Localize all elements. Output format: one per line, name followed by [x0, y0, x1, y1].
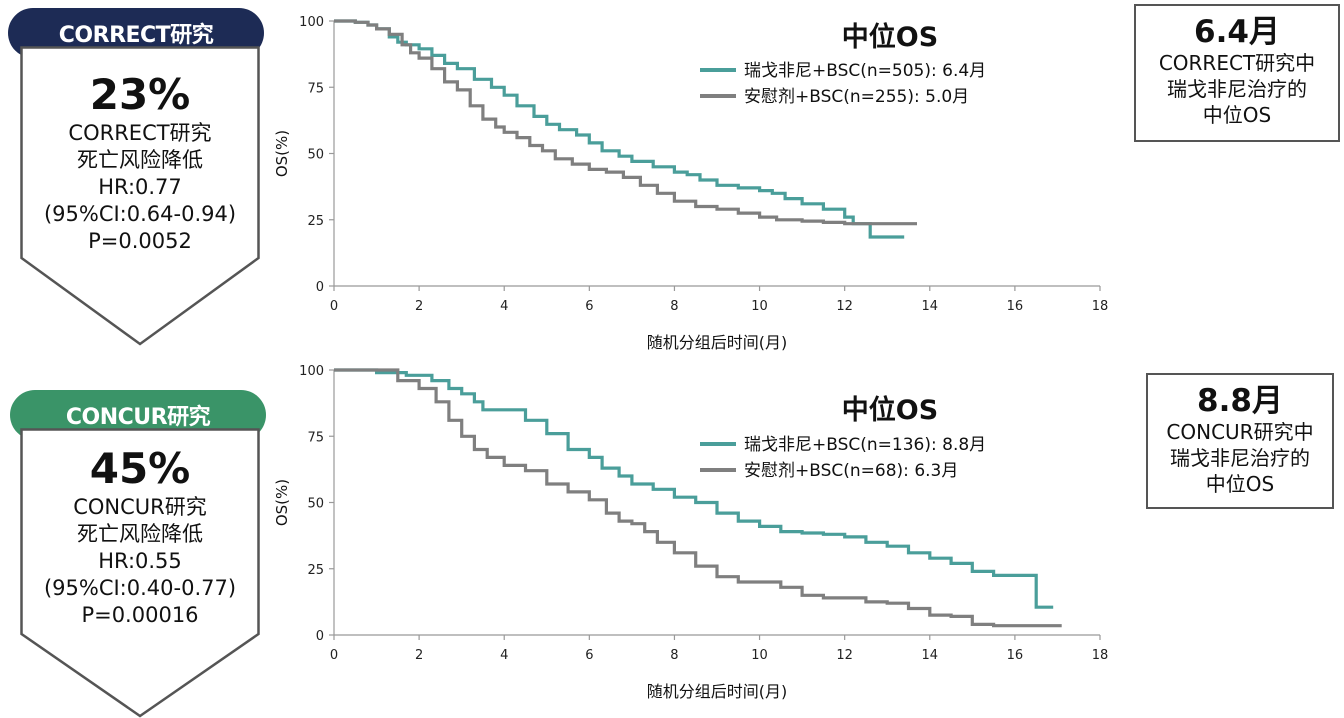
median-os-value: 6.4月 — [1194, 14, 1280, 50]
x-axis-label: 随机分组后时间(月) — [647, 333, 788, 352]
median-os-box-correct: 6.4月 CORRECT研究中 瑞戈非尼治疗的 中位OS — [1134, 4, 1340, 142]
x-tick-label: 4 — [500, 299, 508, 314]
median-os-line: 瑞戈非尼治疗的 — [1167, 77, 1307, 101]
median-os-box-concur: 8.8月 CONCUR研究中 瑞戈非尼治疗的 中位OS — [1146, 373, 1334, 509]
legend-label: 安慰剂+BSC(n=68): 6.3月 — [744, 461, 958, 481]
x-tick-label: 16 — [1007, 648, 1024, 663]
y-tick-label: 75 — [307, 430, 324, 445]
legend-label: 瑞戈非尼+BSC(n=136): 8.8月 — [744, 435, 986, 455]
x-tick-label: 12 — [836, 299, 853, 314]
y-tick-label: 0 — [316, 629, 324, 644]
x-tick-label: 10 — [751, 648, 768, 663]
risk-reduction-percent: 23% — [89, 70, 191, 119]
study-pill-label: CONCUR研究 — [65, 405, 211, 430]
km-curve-series-1 — [334, 19, 917, 226]
hazard-ratio: HR:0.77 — [98, 175, 182, 199]
y-tick-label: 50 — [307, 148, 324, 163]
x-tick-label: 12 — [836, 648, 853, 663]
risk-callout-shape-concur — [20, 428, 260, 718]
chart-title: 中位OS — [842, 394, 938, 426]
median-os-line: 瑞戈非尼治疗的 — [1170, 446, 1310, 470]
x-tick-label: 4 — [500, 648, 508, 663]
km-curve-series-0 — [334, 368, 1054, 609]
x-tick-label: 14 — [922, 299, 939, 314]
y-tick-label: 100 — [299, 364, 324, 379]
risk-reduction-percent: 45% — [89, 444, 191, 493]
x-tick-label: 10 — [751, 299, 768, 314]
confidence-interval: (95%CI:0.40-0.77) — [43, 576, 237, 600]
x-tick-label: 18 — [1092, 299, 1109, 314]
x-tick-label: 16 — [1007, 299, 1024, 314]
risk-line: 死亡风险降低 — [77, 148, 203, 172]
median-os-value: 8.8月 — [1197, 383, 1283, 419]
p-value: P=0.0052 — [88, 229, 192, 253]
x-tick-label: 2 — [415, 648, 423, 663]
y-tick-label: 100 — [299, 15, 324, 30]
chart-title: 中位OS — [842, 21, 938, 53]
y-axis-label: OS(%) — [273, 479, 291, 526]
km-curve-series-1 — [334, 368, 1062, 628]
x-tick-label: 0 — [330, 648, 338, 663]
risk-line: CONCUR研究 — [73, 495, 207, 519]
risk-callout-concur: 45% CONCUR研究 死亡风险降低 HR:0.55 (95%CI:0.40-… — [20, 446, 260, 629]
x-tick-label: 2 — [415, 299, 423, 314]
x-tick-label: 18 — [1092, 648, 1109, 663]
x-tick-label: 6 — [585, 648, 593, 663]
risk-line: 死亡风险降低 — [77, 522, 203, 546]
y-tick-label: 25 — [307, 563, 324, 578]
study-pill-label: CORRECT研究 — [58, 23, 214, 48]
x-tick-label: 8 — [670, 648, 678, 663]
median-os-line: CONCUR研究中 — [1166, 420, 1314, 444]
median-os-line: CORRECT研究中 — [1158, 51, 1316, 75]
y-axis-label: OS(%) — [273, 130, 291, 177]
risk-callout-correct: 23% CORRECT研究 死亡风险降低 HR:0.77 (95%CI:0.64… — [20, 72, 260, 255]
x-tick-label: 0 — [330, 299, 338, 314]
y-tick-label: 25 — [307, 214, 324, 229]
y-tick-label: 75 — [307, 81, 324, 96]
risk-callout-shape-correct — [20, 46, 260, 346]
x-tick-label: 8 — [670, 299, 678, 314]
x-tick-label: 6 — [585, 299, 593, 314]
risk-line: CORRECT研究 — [68, 121, 212, 145]
p-value: P=0.00016 — [81, 603, 199, 627]
y-tick-label: 0 — [316, 280, 324, 295]
x-tick-label: 14 — [922, 648, 939, 663]
os-chart-concur: 0 25 50 75 100 0 2 4 6 8 10 12 14 16 18 随机分组后时间(月) OS(%)… — [273, 364, 1109, 701]
legend-label: 瑞戈非尼+BSC(n=505): 6.4月 — [744, 61, 986, 81]
os-chart-correct: 0 25 50 75 100 0 2 4 6 8 10 12 14 16 18 随机分组后时间(月) OS(%)… — [273, 15, 1109, 352]
confidence-interval: (95%CI:0.64-0.94) — [43, 202, 237, 226]
y-tick-label: 50 — [307, 497, 324, 512]
legend-label: 安慰剂+BSC(n=255): 5.0月 — [744, 87, 969, 107]
median-os-line: 中位OS — [1202, 103, 1272, 127]
x-axis-label: 随机分组后时间(月) — [647, 682, 788, 701]
median-os-line: 中位OS — [1205, 472, 1275, 496]
hazard-ratio: HR:0.55 — [98, 549, 182, 573]
